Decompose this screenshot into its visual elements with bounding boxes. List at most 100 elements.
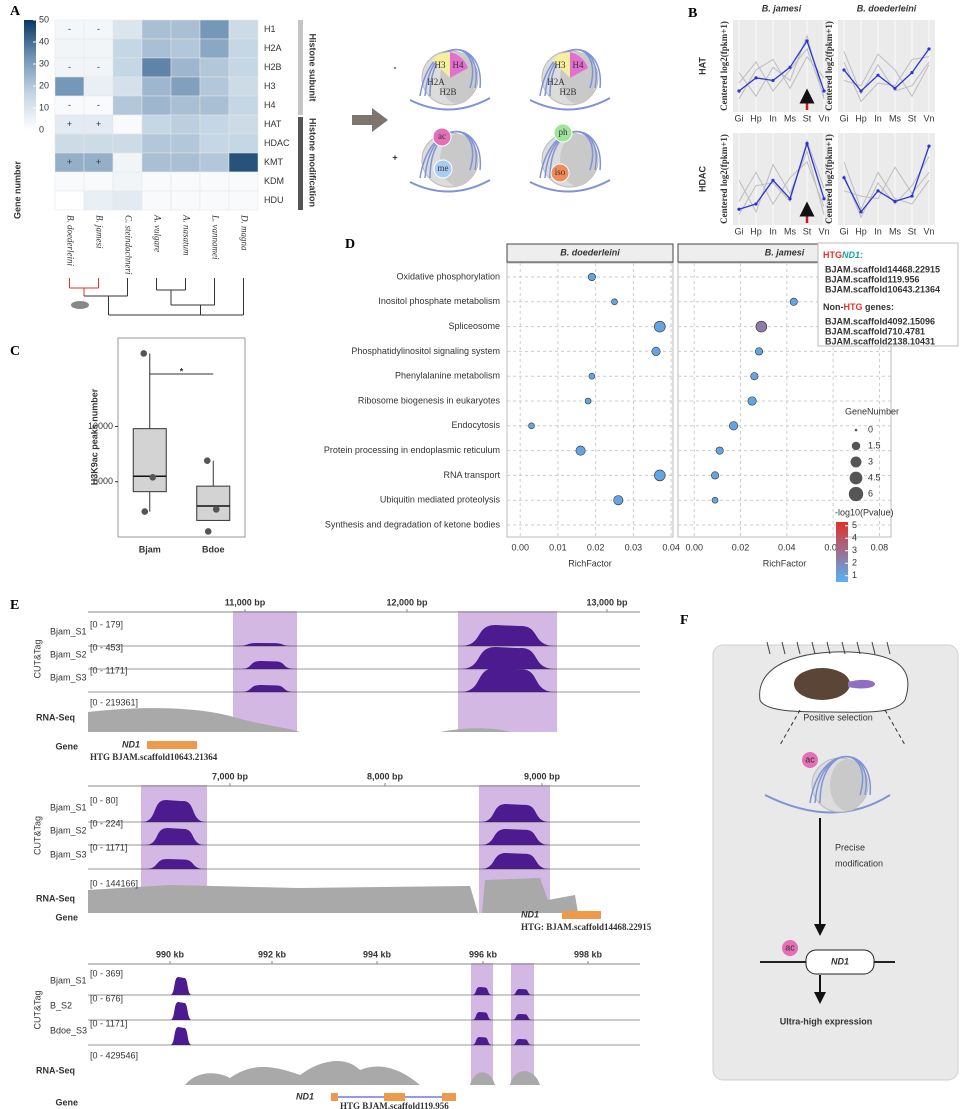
column-label: B. doederleini	[65, 215, 75, 266]
gene-name: ND1	[521, 909, 539, 919]
heat-cell	[228, 57, 259, 78]
htg: HTG	[823, 250, 842, 260]
group-bar	[298, 20, 303, 115]
pathway-label: Ribosome biogenesis in eukaryotes	[358, 395, 501, 405]
track-name: B_S2	[50, 1000, 72, 1010]
modification-label: ac	[785, 942, 795, 952]
gene-box	[805, 949, 875, 975]
legend-dot	[848, 486, 864, 502]
track-range: [0 - 676]	[90, 993, 123, 1003]
histone-h3	[432, 52, 450, 78]
x-tick-label: St	[803, 113, 812, 123]
track-range: [0 - 224]	[90, 818, 123, 828]
heat-cell	[141, 76, 172, 97]
track-name: Bjam_S2	[50, 825, 87, 835]
modification	[432, 127, 452, 147]
dna-wrap	[549, 48, 594, 97]
legend-label: 0	[868, 424, 873, 434]
organism-seta	[886, 641, 891, 655]
step-label: Precise	[835, 842, 865, 852]
box	[196, 485, 231, 521]
organism-seta	[871, 641, 876, 655]
ruler-label: 12,000 bp	[386, 597, 428, 607]
track-range: [0 - 369]	[90, 968, 123, 978]
series-line	[843, 56, 930, 103]
series-point	[842, 176, 846, 180]
signal-peak	[236, 643, 294, 646]
box	[132, 428, 167, 493]
y-axis-label: Centered log2(fpkm+1)	[824, 21, 834, 111]
modification-label: iso	[555, 167, 566, 177]
group-bar	[298, 117, 303, 210]
x-tick-label: Gi	[735, 226, 744, 236]
highlight	[233, 611, 297, 732]
track-name: Bjam_S1	[50, 802, 87, 812]
signal-peak	[142, 800, 206, 822]
x-tick-label: 0.04	[662, 542, 680, 552]
row-label: H2A	[264, 43, 282, 53]
track-range: [0 - 429546]	[90, 1050, 138, 1060]
y-axis-label: H3K9ac peaks number	[89, 388, 99, 485]
row-label: H2B	[264, 62, 282, 72]
heat-cell	[199, 171, 230, 192]
colorbar-tick-label: 1	[852, 570, 857, 580]
heat-cell	[228, 171, 259, 192]
organism-icon	[71, 301, 89, 309]
colorbar-tick-label: 40	[39, 36, 49, 46]
pathway-label: Phenylalanine metabolism	[395, 371, 500, 381]
dot	[755, 347, 764, 356]
organism-seta	[781, 641, 786, 655]
dot	[613, 495, 624, 506]
dna-wrap	[429, 48, 474, 97]
pathway-label: Phosphatidylinositol signaling system	[351, 346, 500, 356]
column-label: L. vannamei	[210, 214, 220, 260]
x-tick-label: 0.04	[778, 542, 796, 552]
signal-peak	[472, 1012, 492, 1020]
gene-id: BJAM.scaffold119.956	[825, 274, 920, 284]
series-line	[738, 39, 825, 92]
signal-peak	[240, 685, 295, 692]
heat-cell	[112, 95, 143, 116]
track-range: [0 - 453]	[90, 642, 123, 652]
pathway-label: Spliceosome	[448, 321, 500, 331]
heat-cell	[170, 95, 201, 116]
x-tick-label: Gi	[735, 113, 744, 123]
colorbar-tick-label: 2	[852, 558, 857, 568]
dna-wrap	[429, 130, 474, 179]
modification-label: ph	[559, 127, 569, 137]
ruler-label: 992 kb	[258, 949, 287, 959]
gene-row-label: Gene	[55, 741, 78, 751]
dna-strand	[409, 97, 491, 111]
heat-cell	[54, 171, 85, 192]
series-point	[859, 210, 863, 214]
legend-dot	[854, 428, 858, 432]
rna-label: RNA-Seq	[36, 1065, 75, 1075]
heat-cell	[199, 190, 230, 211]
cell-sign: -	[68, 24, 71, 34]
histone-label: H2A	[547, 77, 565, 87]
gene-exon	[442, 1093, 456, 1101]
cell-sign: -	[68, 100, 71, 110]
series-point	[876, 189, 880, 193]
modification	[433, 159, 453, 179]
signal-peak	[145, 859, 205, 869]
organism-seta	[796, 641, 801, 655]
track-range: [0 - 219361]	[90, 697, 138, 707]
heat-cell	[199, 76, 230, 97]
minus-sign: -	[394, 62, 397, 72]
x-tick-label: Ms	[889, 226, 901, 236]
series-point	[737, 207, 741, 211]
colorbar-tick-label: 50	[39, 14, 49, 24]
plot-bg	[838, 133, 935, 225]
cell-sign: -	[97, 62, 100, 72]
modification	[782, 940, 798, 956]
heat-cell	[83, 38, 114, 59]
heat-cell	[141, 95, 172, 116]
x-tick-label: Gi	[840, 113, 849, 123]
series-point	[927, 47, 931, 51]
organism-seta	[811, 641, 816, 655]
heat-cell	[141, 190, 172, 211]
column-label: C. steindachneri	[123, 215, 133, 275]
panel-f-box	[712, 644, 959, 1081]
